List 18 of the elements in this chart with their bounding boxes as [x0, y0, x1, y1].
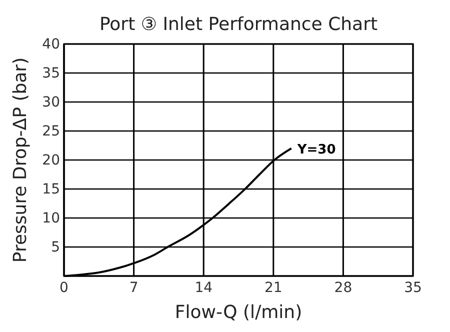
y-tick-label: 20 — [42, 152, 60, 168]
x-tick-label: 35 — [404, 280, 422, 296]
x-axis-title: Flow-Q (l/min) — [174, 302, 302, 323]
series-label: Y=30 — [296, 142, 336, 158]
x-tick-label: 21 — [264, 280, 282, 296]
x-tick-label: 14 — [194, 280, 213, 296]
chart-title: Port ③ Inlet Performance Chart — [99, 14, 378, 35]
y-tick-label: 15 — [42, 181, 60, 198]
y-tick-label: 10 — [42, 210, 60, 226]
y-tick-label: 40 — [42, 36, 60, 52]
y-tick-label: 30 — [42, 94, 60, 110]
x-tick-label: 7 — [129, 280, 138, 296]
y-axis-title: Pressure Drop-ΔP (bar) — [10, 57, 31, 263]
x-tick-label: 28 — [334, 280, 352, 296]
y-tick-label: 5 — [51, 239, 60, 256]
y-tick-label: 35 — [42, 65, 60, 82]
y-tick-label: 25 — [42, 123, 60, 140]
x-tick-label: 0 — [60, 280, 68, 296]
